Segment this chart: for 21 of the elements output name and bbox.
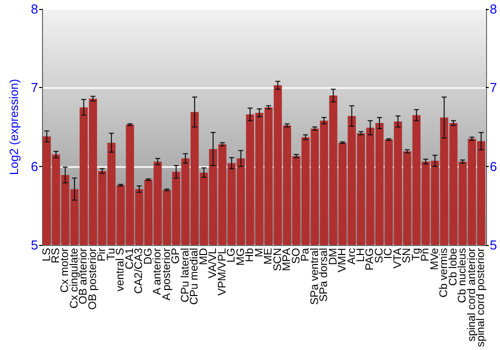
x-tick-label: Pir <box>96 248 108 262</box>
x-tick-label: CPu medial <box>188 248 201 305</box>
x-tick-label: IC <box>382 248 395 259</box>
x-tick-label: RS <box>50 248 62 264</box>
y-axis-title: Log2 (expression) <box>7 78 21 176</box>
y-tick-label: 6 <box>30 158 38 174</box>
y-tick-label: 5 <box>30 237 38 252</box>
x-tick-label: spinal cord posterior <box>475 248 488 348</box>
x-tick-label: SO <box>290 248 302 264</box>
y2-tick-label: 7 <box>490 80 498 96</box>
y2-tick-label: 5 <box>490 237 498 252</box>
x-tick-label: SCN <box>272 248 284 272</box>
y-tick-label: 8 <box>30 2 38 16</box>
y-tick-label: 7 <box>30 80 38 96</box>
y2-tick-label: 8 <box>490 2 498 16</box>
x-tick-label: GP <box>170 248 182 264</box>
x-tick-label: SC <box>373 248 386 264</box>
x-tick-label: Pa <box>300 247 312 262</box>
x-tick-label: DG <box>142 248 154 264</box>
x-tick-label: Cb lobe <box>447 248 460 286</box>
y2-tick-label: 6 <box>490 158 498 174</box>
